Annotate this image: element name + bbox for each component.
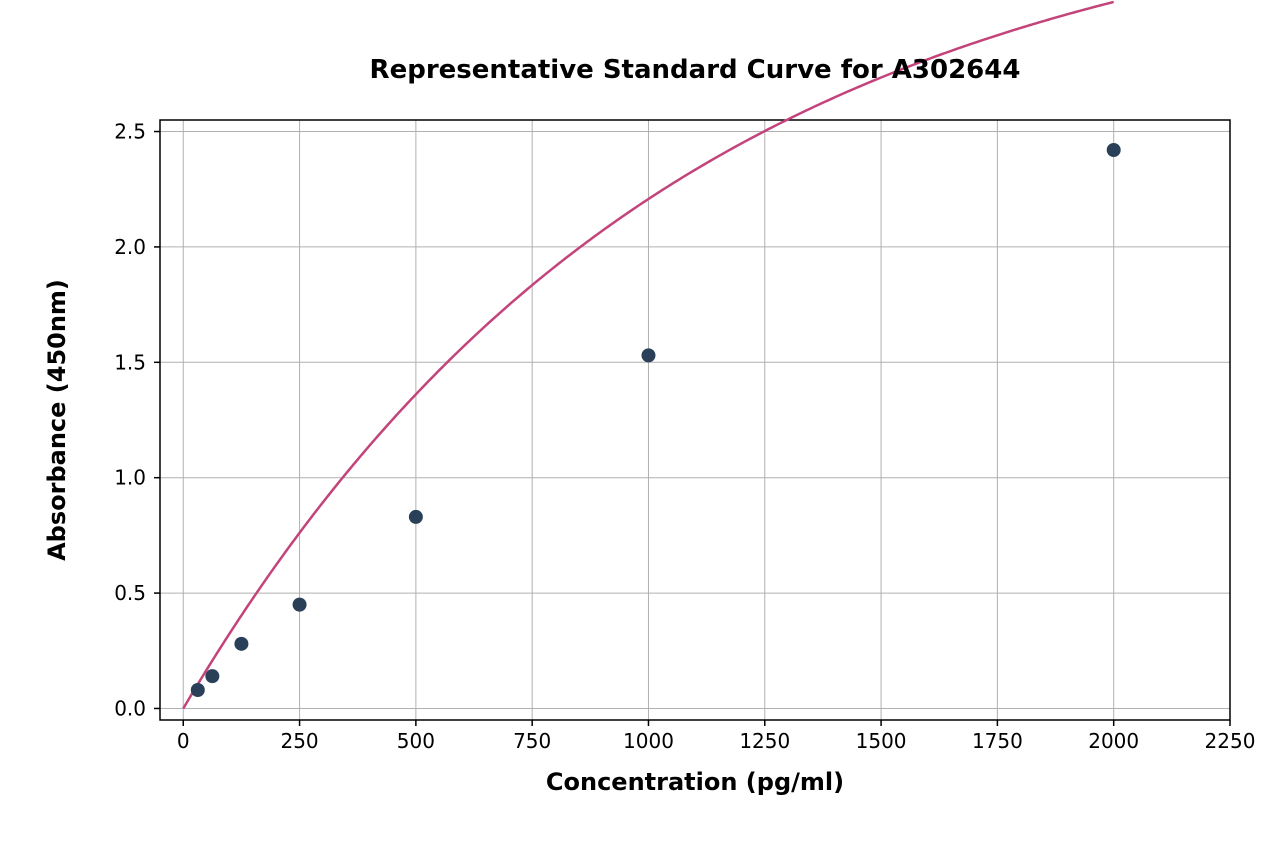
data-point xyxy=(641,348,655,362)
standard-curve-chart: 0250500750100012501500175020002250 0.00.… xyxy=(0,0,1280,845)
y-axis-label: Absorbance (450nm) xyxy=(43,279,71,561)
x-tick-label: 1000 xyxy=(623,729,674,753)
x-tick-label: 250 xyxy=(280,729,318,753)
chart-container: 0250500750100012501500175020002250 0.00.… xyxy=(0,0,1280,845)
y-tick-label: 0.0 xyxy=(114,696,146,720)
data-point xyxy=(191,683,205,697)
x-tick-label: 750 xyxy=(513,729,551,753)
y-axis-ticks: 0.0 0.5 1.0 1.5 2.0 2.5 xyxy=(114,120,160,721)
data-point xyxy=(205,669,219,683)
data-point xyxy=(293,598,307,612)
x-tick-label: 2000 xyxy=(1088,729,1139,753)
x-tick-label: 0 xyxy=(177,729,190,753)
x-tick-label: 500 xyxy=(397,729,435,753)
plot-background xyxy=(160,120,1230,720)
y-tick-label: 2.5 xyxy=(114,120,146,144)
x-axis-label: Concentration (pg/ml) xyxy=(546,768,844,796)
x-tick-label: 1750 xyxy=(972,729,1023,753)
y-tick-label: 1.0 xyxy=(114,466,146,490)
y-tick-label: 0.5 xyxy=(114,581,146,605)
y-tick-label: 2.0 xyxy=(114,235,146,259)
x-axis-ticks: 0 250 500 750 1000 1250 1500 1750 2000 2250 xyxy=(177,720,1256,753)
x-tick-label: 1250 xyxy=(739,729,790,753)
x-tick-label: 2250 xyxy=(1205,729,1256,753)
data-point xyxy=(234,637,248,651)
y-tick-label: 1.5 xyxy=(114,350,146,374)
x-tick-label: 1500 xyxy=(856,729,907,753)
data-point xyxy=(1107,143,1121,157)
chart-title: Representative Standard Curve for A30264… xyxy=(370,55,1021,85)
data-point xyxy=(409,510,423,524)
